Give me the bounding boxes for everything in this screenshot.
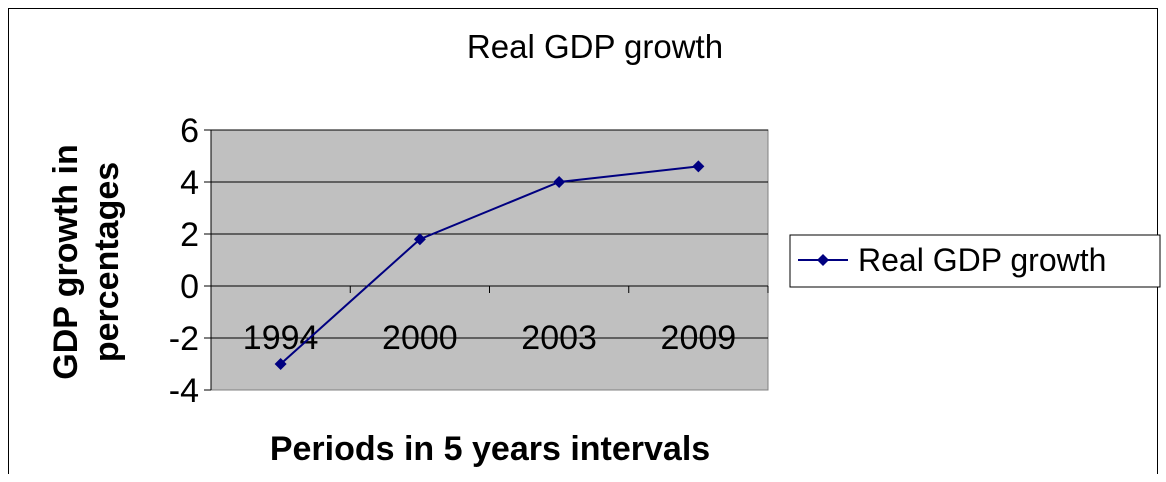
y-tick-label: 0 xyxy=(180,268,199,306)
y-tick-label: 4 xyxy=(180,164,199,202)
data-point xyxy=(274,358,287,370)
legend: Real GDP growth xyxy=(789,234,1161,288)
y-axis-label-line-2: percentages xyxy=(88,162,126,362)
y-tick-label: 2 xyxy=(180,216,199,254)
data-point xyxy=(692,160,705,173)
y-axis: 6 4 2 0 -2 -4 xyxy=(169,112,212,410)
series-group xyxy=(274,160,705,370)
x-axis-label: Periods in 5 years intervals xyxy=(270,430,710,468)
x-tick-label: 2009 xyxy=(661,319,737,357)
y-tick-label: -2 xyxy=(169,320,199,358)
data-point xyxy=(553,176,566,188)
plot-area xyxy=(210,129,769,391)
y-tick-label: 6 xyxy=(180,112,199,150)
legend-label: Real GDP growth xyxy=(858,242,1106,278)
x-tick-label: 2003 xyxy=(521,319,597,357)
x-axis: 1994 2000 2003 2009 xyxy=(210,285,769,357)
y-tick-label: -4 xyxy=(169,372,199,410)
legend-marker xyxy=(817,254,829,266)
x-tick-label: 2000 xyxy=(382,319,458,357)
y-axis-label-line-1: GDP growth in xyxy=(47,144,85,379)
chart-title: Real GDP growth xyxy=(467,28,723,65)
series-line xyxy=(279,165,699,365)
data-point xyxy=(413,233,426,246)
legend-box xyxy=(789,234,1161,288)
x-tick-label: 1994 xyxy=(243,319,319,357)
